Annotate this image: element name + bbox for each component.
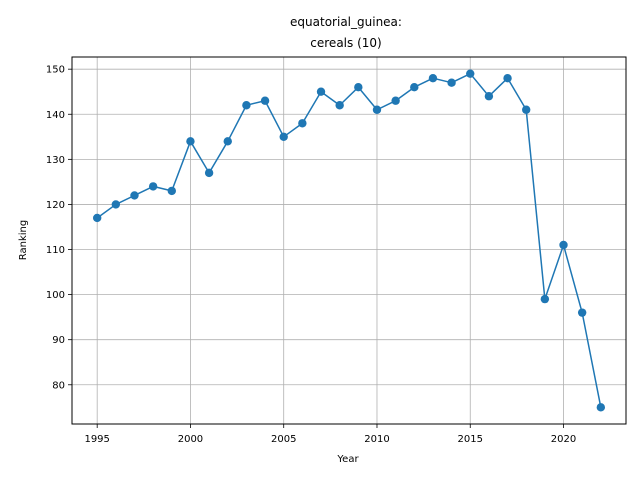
data-point (223, 137, 232, 146)
y-tick-label: 100 (46, 290, 65, 301)
data-point (335, 101, 344, 110)
y-tick-label: 90 (52, 335, 65, 346)
y-tick-label: 120 (46, 200, 65, 211)
y-tick-label: 140 (46, 110, 65, 121)
x-axis-label: Year (336, 454, 359, 465)
x-tick-label: 2020 (551, 434, 576, 445)
data-point (522, 105, 531, 114)
data-point (316, 87, 326, 96)
data-point (391, 96, 400, 105)
x-axis-ticks: 1995 2000 2005 2010 2015 2020 (84, 424, 576, 445)
y-tick-label: 150 (46, 65, 65, 76)
data-point (260, 96, 270, 105)
data-point (466, 69, 475, 78)
series-line (96, 72, 602, 408)
grid-lines (72, 57, 626, 424)
chart-title-line-1: equatorial_guinea: (290, 15, 402, 29)
data-point (410, 83, 419, 92)
data-point (372, 105, 382, 114)
chart-title-line-2: cereals (10) (310, 36, 381, 50)
data-point (92, 213, 102, 223)
data-point (130, 191, 139, 200)
x-tick-label: 2005 (271, 434, 296, 445)
data-point (428, 73, 438, 83)
data-point (242, 101, 251, 110)
y-tick-label: 80 (52, 380, 65, 391)
data-point (354, 83, 363, 92)
x-tick-label: 2010 (364, 434, 389, 445)
data-point (540, 294, 550, 304)
y-axis-label: Ranking (18, 220, 29, 260)
data-point (279, 132, 288, 142)
data-point (503, 73, 512, 83)
data-series (92, 69, 606, 412)
x-tick-label: 2000 (178, 434, 203, 445)
data-point (577, 308, 587, 317)
data-point (484, 92, 494, 101)
data-point (596, 403, 606, 412)
plot-area-frame (71, 56, 627, 425)
y-axis-ticks: 80 90 100 110 120 130 140 150 (46, 65, 72, 391)
data-point (447, 78, 456, 87)
data-point (111, 200, 121, 209)
x-tick-label: 2015 (458, 434, 483, 445)
data-point (298, 119, 307, 128)
y-tick-label: 130 (46, 155, 65, 166)
data-point (167, 186, 176, 196)
data-point (148, 182, 158, 191)
data-point (559, 240, 568, 250)
y-tick-label: 110 (46, 245, 65, 256)
data-point (186, 137, 195, 146)
x-tick-label: 1995 (84, 434, 109, 445)
data-point (204, 168, 214, 178)
